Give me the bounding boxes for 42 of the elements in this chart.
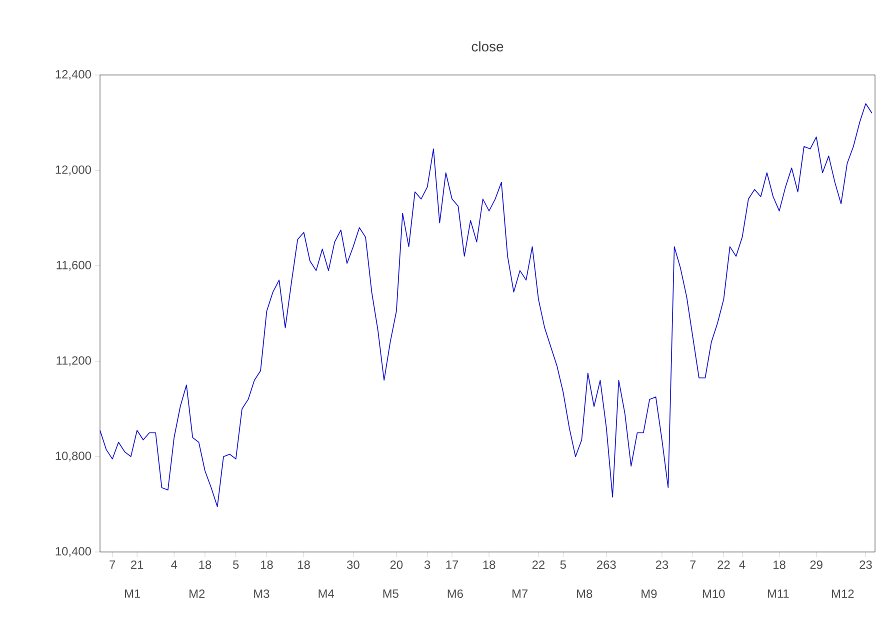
x-tick-label: 4 <box>171 560 178 569</box>
text: M1 <box>125 590 140 598</box>
text: M2 <box>190 590 205 598</box>
x-tick-label: 5 <box>560 560 566 569</box>
x-tick-label: 4 <box>739 560 746 569</box>
x-tick-label: 22 <box>532 560 544 569</box>
x-tick-label: 30 <box>347 560 360 569</box>
x-tick-label: 23 <box>860 560 872 569</box>
text: M12 <box>832 590 854 598</box>
text: M11 <box>768 590 789 598</box>
text: M8 <box>577 590 592 598</box>
text: M5 <box>383 590 398 598</box>
chart-title: close <box>472 41 504 52</box>
y-tick-label: 11,600 <box>56 260 92 271</box>
line-series <box>100 103 872 508</box>
x-tick-label: 20 <box>390 560 403 569</box>
text: M4 <box>318 590 334 598</box>
x-tick-label: 29 <box>810 560 822 569</box>
text: M7 <box>512 590 528 598</box>
x-tick-label: 18 <box>199 560 212 569</box>
x-tick-label: 18 <box>298 560 310 569</box>
x-tick-label: 17 <box>446 560 458 569</box>
x-tick-label: 22 <box>718 560 730 569</box>
text: M10 <box>702 590 725 598</box>
text: M6 <box>448 590 463 598</box>
y-tick-label: 10,800 <box>56 452 92 462</box>
x-tick-label: 5 <box>233 560 239 569</box>
y-tick-label: 12,400 <box>56 70 92 80</box>
x-tick-label: 18 <box>774 560 786 569</box>
x-tick-label: 263 <box>597 560 616 569</box>
y-tick-label: 12,000 <box>56 165 92 176</box>
x-tick-label: 23 <box>656 560 668 569</box>
x-tick-label: 21 <box>131 560 144 569</box>
x-tick-label: 7 <box>110 560 116 569</box>
y-tick-label: 11,200 <box>56 356 92 366</box>
x-tick-label: 18 <box>483 560 496 569</box>
text: M9 <box>642 590 657 598</box>
x-tick-label: 3 <box>424 560 430 569</box>
x-tick-label: 18 <box>261 560 273 569</box>
text: M3 <box>254 590 270 598</box>
x-tick-label: 7 <box>690 560 696 569</box>
y-tick-label: 10,400 <box>56 547 92 557</box>
